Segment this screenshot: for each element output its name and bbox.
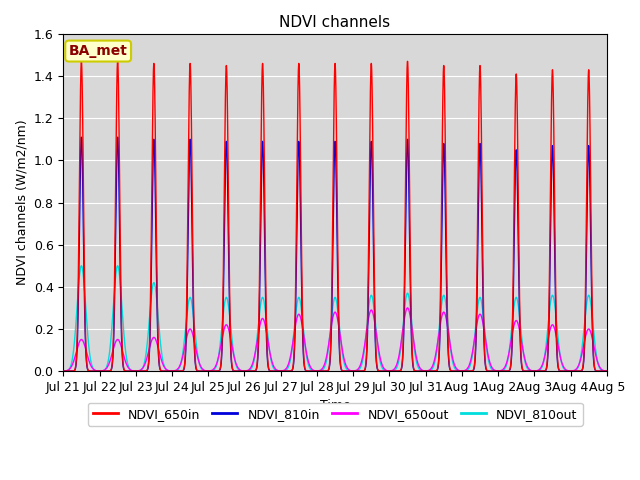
X-axis label: Time: Time xyxy=(319,399,351,412)
Y-axis label: NDVI channels (W/m2/nm): NDVI channels (W/m2/nm) xyxy=(15,120,28,285)
Title: NDVI channels: NDVI channels xyxy=(280,15,390,30)
Text: BA_met: BA_met xyxy=(68,44,127,58)
Legend: NDVI_650in, NDVI_810in, NDVI_650out, NDVI_810out: NDVI_650in, NDVI_810in, NDVI_650out, NDV… xyxy=(88,403,582,426)
